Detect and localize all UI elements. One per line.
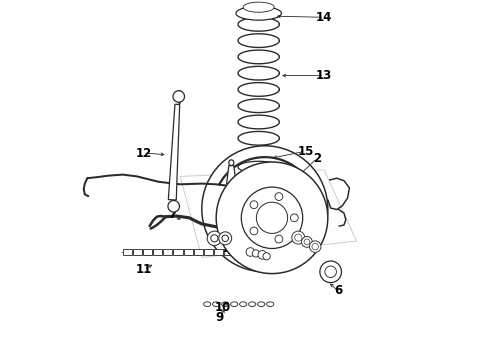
Bar (122, 249, 132, 255)
Ellipse shape (221, 302, 229, 307)
Text: 1: 1 (255, 262, 264, 275)
Circle shape (275, 235, 283, 243)
Circle shape (320, 261, 342, 283)
Circle shape (243, 187, 287, 231)
Text: 3: 3 (277, 257, 285, 270)
Circle shape (222, 235, 228, 242)
Ellipse shape (258, 302, 265, 307)
Circle shape (216, 162, 328, 274)
Bar (255, 249, 264, 255)
Text: 4: 4 (223, 244, 232, 257)
Circle shape (207, 231, 221, 246)
Text: 11: 11 (135, 263, 151, 276)
Circle shape (301, 237, 312, 247)
Text: 5: 5 (212, 232, 220, 245)
Ellipse shape (248, 302, 256, 307)
Circle shape (168, 201, 179, 212)
Polygon shape (227, 166, 236, 184)
Circle shape (246, 248, 255, 256)
Ellipse shape (229, 160, 234, 166)
Ellipse shape (204, 302, 211, 307)
Circle shape (292, 231, 305, 244)
Circle shape (241, 187, 303, 248)
Circle shape (252, 250, 259, 257)
Text: 10: 10 (215, 301, 231, 314)
Ellipse shape (243, 2, 274, 12)
Circle shape (250, 227, 258, 235)
Circle shape (325, 266, 337, 278)
Ellipse shape (236, 6, 281, 20)
Ellipse shape (267, 302, 274, 307)
Ellipse shape (240, 302, 247, 307)
Text: 6: 6 (334, 284, 342, 297)
Circle shape (211, 235, 218, 242)
Text: 9: 9 (216, 311, 224, 324)
Circle shape (173, 91, 185, 102)
Bar (224, 249, 233, 255)
Ellipse shape (241, 171, 276, 181)
Bar (184, 249, 193, 255)
Text: 13: 13 (316, 69, 332, 82)
Circle shape (310, 241, 321, 252)
Polygon shape (180, 170, 357, 257)
Ellipse shape (238, 161, 279, 173)
Text: 16: 16 (247, 170, 264, 183)
Circle shape (258, 251, 267, 259)
Circle shape (250, 201, 258, 208)
Polygon shape (169, 104, 180, 200)
Bar (133, 249, 142, 255)
Circle shape (224, 168, 306, 250)
Text: 7: 7 (168, 208, 176, 221)
Circle shape (202, 146, 328, 272)
Ellipse shape (213, 302, 220, 307)
Bar (194, 249, 203, 255)
Bar (153, 249, 162, 255)
Bar (234, 249, 244, 255)
Circle shape (256, 202, 288, 233)
Text: 8: 8 (261, 253, 269, 266)
Bar (163, 249, 172, 255)
Circle shape (304, 239, 310, 245)
Circle shape (291, 214, 298, 222)
Circle shape (252, 196, 277, 221)
Circle shape (312, 243, 318, 250)
Ellipse shape (231, 302, 238, 307)
Bar (245, 249, 254, 255)
Bar (214, 249, 223, 255)
Circle shape (263, 253, 270, 260)
Text: 12: 12 (135, 147, 151, 159)
Circle shape (294, 234, 302, 241)
Circle shape (275, 193, 283, 201)
Text: 15: 15 (297, 145, 314, 158)
Bar (173, 249, 183, 255)
Bar (143, 249, 152, 255)
Bar (204, 249, 213, 255)
Text: 14: 14 (316, 11, 332, 24)
Circle shape (219, 232, 232, 245)
Text: 2: 2 (313, 152, 321, 165)
